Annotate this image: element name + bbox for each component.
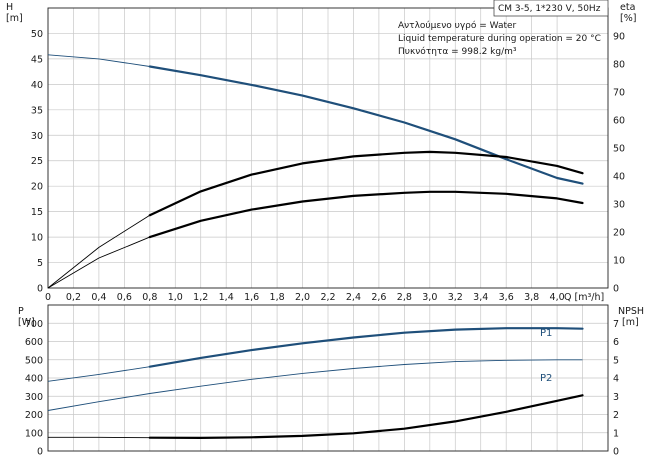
y-right-tick-label: 40	[613, 172, 625, 183]
x-tick-label: 0,6	[117, 292, 132, 303]
series-line-thin	[48, 394, 583, 439]
plot-frame	[47, 7, 609, 289]
x-axis-label: Q [m³/h]	[564, 292, 604, 303]
y-left-tick-label: 200	[25, 410, 43, 421]
series-label-p2: P2	[540, 373, 552, 384]
y-left-tick-label: 20	[31, 182, 43, 193]
x-tick-label: 1,6	[244, 292, 259, 303]
series-line-thin	[47, 191, 583, 289]
y-left-tick-label: 400	[25, 374, 43, 385]
x-tick-label: 3,2	[448, 292, 463, 303]
y-right-tick-label: 90	[613, 32, 625, 43]
y-left-tick-label: 600	[25, 337, 43, 348]
info-block: Αντλούμενο υγρό = Water Liquid temperatu…	[398, 20, 601, 57]
y-left-tick-label: 300	[25, 392, 43, 403]
tick-labels: 0 0,2 0,4 0,6 0,8 1,0 1,2 1,4 1,6 1,8 2,0 2,2 2,4 2,6…	[25, 29, 625, 458]
series-label-p1: P1	[540, 328, 552, 339]
x-tick-label: 2,8	[397, 292, 412, 303]
y-right-tick-label: 20	[613, 228, 625, 239]
y-right-tick-label: 0	[613, 447, 619, 458]
bottom-right-axis-label-line2: [m]	[622, 317, 639, 328]
x-tick-label: 3,0	[422, 292, 437, 303]
y-right-tick-label: 50	[613, 144, 625, 155]
y-left-tick-label: 50	[31, 29, 43, 40]
series-line-operating	[148, 327, 584, 368]
top-right-axis-label-line2: [%]	[620, 13, 636, 24]
y-right-tick-label: 60	[613, 116, 625, 127]
y-right-tick-label: 80	[613, 60, 625, 71]
top-right-axis-label-line1: eta	[620, 2, 635, 13]
y-left-tick-label: 40	[31, 80, 43, 91]
plot-frames	[47, 7, 609, 452]
y-right-tick-label: 2	[613, 410, 619, 421]
x-tick-label: 3,4	[473, 292, 488, 303]
x-tick-label: 4,0	[550, 292, 565, 303]
y-left-tick-label: 700	[25, 319, 43, 330]
y-right-tick-label: 0	[613, 284, 619, 295]
top-left-axis-label-line2: [m]	[6, 13, 23, 24]
y-right-tick-label: 7	[613, 319, 619, 330]
bottom-right-axis-label-line1: NPSH	[618, 306, 644, 317]
x-tick-label: 0,8	[142, 292, 157, 303]
y-right-tick-label: 70	[613, 88, 625, 99]
series-line-operating	[148, 190, 584, 239]
y-right-tick-label: 3	[613, 392, 619, 403]
y-left-tick-label: 45	[31, 54, 43, 65]
y-left-tick-label: 0	[37, 447, 43, 458]
y-left-tick-label: 5	[37, 258, 43, 269]
series-line-operating	[148, 65, 584, 185]
series-line-operating	[148, 150, 584, 217]
y-left-tick-label: 100	[25, 428, 43, 439]
x-tick-label: 2,6	[371, 292, 386, 303]
grid-layer	[47, 8, 608, 452]
y-left-tick-label: 0	[37, 284, 43, 295]
y-left-tick-label: 15	[31, 207, 43, 218]
series-line-thin	[47, 359, 583, 411]
y-right-tick-label: 10	[613, 256, 625, 267]
x-tick-label: 1,8	[270, 292, 285, 303]
series-layer	[47, 54, 584, 439]
series-line-thin	[47, 151, 583, 289]
y-left-tick-label: 35	[31, 105, 43, 116]
y-left-tick-label: 30	[31, 131, 43, 142]
series-line-thin	[47, 327, 583, 382]
x-tick-label: 1,2	[193, 292, 208, 303]
series-line-operating	[148, 394, 584, 439]
y-right-tick-label: 30	[613, 200, 625, 211]
top-left-axis-label-line1: H	[6, 2, 13, 13]
y-right-tick-label: 4	[613, 374, 619, 385]
plot-frame	[47, 304, 609, 452]
x-tick-label: 2,2	[320, 292, 335, 303]
x-tick-label: 0,2	[66, 292, 81, 303]
x-tick-label: 3,8	[524, 292, 539, 303]
x-tick-label: 0	[45, 292, 51, 303]
title-box: CM 3-5, 1*230 V, 50Hz	[493, 0, 609, 17]
bottom-left-axis-label-line1: P	[18, 306, 24, 317]
x-tick-label: 1,4	[219, 292, 234, 303]
x-tick-label: 0,4	[91, 292, 106, 303]
x-tick-label: 2,4	[346, 292, 361, 303]
x-tick-label: 3,6	[499, 292, 514, 303]
y-left-tick-label: 10	[31, 233, 43, 244]
y-left-tick-label: 500	[25, 355, 43, 366]
chart-title: CM 3-5, 1*230 V, 50Hz	[498, 4, 601, 14]
density-line: Πυκνότητα = 998.2 kg/m³	[398, 46, 517, 57]
fluid-line: Αντλούμενο υγρό = Water	[398, 20, 517, 31]
y-right-tick-label: 5	[613, 355, 619, 366]
x-tick-label: 1,0	[168, 292, 183, 303]
y-left-tick-label: 25	[31, 156, 43, 167]
bottom-left-axis-label-line2: [W]	[18, 317, 35, 328]
x-tick-label: 2,0	[295, 292, 310, 303]
y-right-tick-label: 6	[613, 337, 619, 348]
temperature-line: Liquid temperature during operation = 20…	[398, 34, 601, 44]
y-right-tick-label: 1	[613, 428, 619, 439]
series-line-thin	[47, 54, 583, 185]
